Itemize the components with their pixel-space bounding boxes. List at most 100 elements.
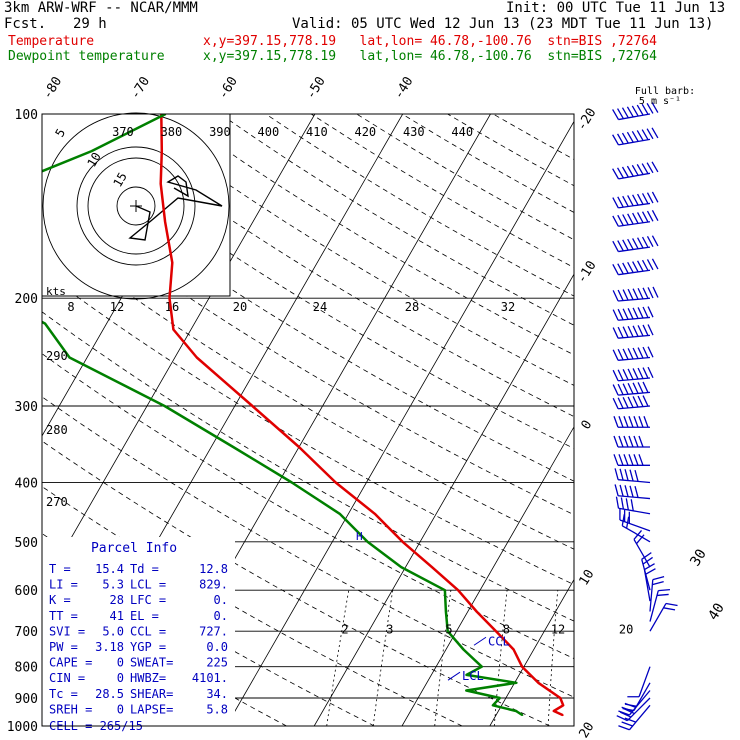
dewpoint-point bbox=[68, 356, 71, 359]
parcel-row-label: LCL = bbox=[130, 578, 166, 592]
level-marker bbox=[473, 636, 487, 646]
temperature-point bbox=[195, 356, 198, 359]
dewpoint-point bbox=[444, 589, 446, 592]
temperature-point bbox=[495, 630, 497, 633]
forecast-label: Fcst. bbox=[4, 16, 47, 32]
wind-barb bbox=[612, 306, 654, 321]
hodograph-ring bbox=[76, 146, 196, 266]
dry-adiabat-line bbox=[42, 116, 574, 449]
parcel-row-value: 0 bbox=[117, 671, 124, 685]
wind-barb bbox=[621, 514, 651, 543]
hodograph-trace bbox=[128, 175, 223, 241]
theta-label: 420 bbox=[354, 125, 376, 139]
isotherm-label: -40 bbox=[391, 74, 416, 102]
dry-adiabat-line bbox=[83, 114, 574, 418]
wind-barb bbox=[612, 366, 654, 382]
temperature-point bbox=[562, 704, 565, 707]
parcel-row-value: 0 bbox=[117, 656, 124, 670]
parcel-row-value: 3.18 bbox=[95, 640, 124, 654]
dewpoint-point bbox=[521, 714, 524, 717]
isotherm-line bbox=[665, 114, 740, 726]
pressure-tick-label: 900 bbox=[15, 692, 38, 707]
dry-adiabat-line bbox=[42, 353, 574, 660]
wind-barb bbox=[612, 102, 659, 121]
theta-label: 390 bbox=[209, 125, 231, 139]
theta-label: 290 bbox=[46, 349, 68, 363]
mixing-ratio-label: 2 bbox=[341, 623, 348, 637]
temperature-point bbox=[298, 446, 300, 448]
parcel-row-label: EL = bbox=[130, 609, 159, 623]
dewpoint-point bbox=[462, 648, 465, 651]
mixing-ratio-label: 8 bbox=[503, 623, 510, 637]
dry-adiabat-line bbox=[356, 114, 574, 241]
dewpoint-point bbox=[444, 610, 447, 613]
theta-label: 280 bbox=[46, 423, 68, 437]
parcel-row-value: 0. bbox=[214, 593, 228, 607]
parcel-row-label: SWEAT= bbox=[130, 656, 173, 670]
speed-tick-label: 28 bbox=[405, 300, 419, 314]
temperature-legend: Temperature bbox=[8, 34, 95, 49]
isotherm-label: 0 bbox=[579, 418, 596, 433]
wind-barb bbox=[613, 435, 650, 448]
mixing-ratio-line bbox=[326, 590, 350, 726]
barb-legend-title: Full barb: bbox=[635, 86, 695, 97]
temperature-point bbox=[251, 405, 254, 407]
dewpoint-point bbox=[338, 512, 341, 515]
wind-barb bbox=[627, 666, 651, 698]
mixing-ratio-line bbox=[547, 590, 559, 726]
wind-barb bbox=[612, 210, 659, 227]
dewpoint-point bbox=[446, 630, 449, 633]
parcel-row-value: 5.8 bbox=[206, 702, 228, 716]
plot-frame bbox=[41, 113, 575, 727]
dewpoint-point bbox=[498, 697, 501, 699]
pressure-tick-label: 300 bbox=[15, 400, 38, 415]
isotherm-line bbox=[578, 114, 740, 726]
pressure-tick-label: 800 bbox=[15, 661, 38, 676]
mixing-ratio-line bbox=[434, 590, 452, 726]
parcel-row-label: HWBZ= bbox=[130, 671, 166, 685]
parcel-row-label: SREH = bbox=[49, 702, 92, 716]
dewpoint-point bbox=[492, 704, 494, 707]
dry-adiabat-line bbox=[42, 230, 574, 550]
temperature-point bbox=[171, 261, 174, 264]
wind-barb bbox=[614, 468, 651, 484]
wind-barb bbox=[633, 530, 651, 568]
parcel-row-label: T = bbox=[49, 562, 71, 576]
mixing-ratio-line bbox=[619, 590, 624, 726]
temperature-point bbox=[457, 589, 460, 592]
wind-barb bbox=[612, 127, 659, 146]
isotherm-label: -70 bbox=[128, 74, 153, 102]
temperature-point bbox=[168, 297, 171, 300]
wind-barb bbox=[649, 588, 670, 622]
temperature-point bbox=[559, 697, 562, 699]
wind-barb bbox=[614, 484, 651, 500]
wind-barb bbox=[616, 697, 651, 722]
parcel-row-value: 0 bbox=[117, 702, 124, 716]
pressure-tick-label: 400 bbox=[15, 476, 38, 491]
wind-barb bbox=[643, 563, 656, 602]
dry-adiabat-line bbox=[401, 114, 574, 213]
dewpoint-point bbox=[163, 405, 166, 407]
temperature-point bbox=[159, 182, 162, 185]
parcel-row-label: SVI = bbox=[49, 624, 85, 638]
parcel-row-value: 28.5 bbox=[95, 687, 124, 701]
parcel-row-label: Td = bbox=[130, 562, 159, 576]
theta-label: 400 bbox=[258, 125, 280, 139]
wind-barb bbox=[612, 191, 659, 209]
dewpoint-legend: Dewpoint temperature bbox=[8, 49, 165, 64]
pressure-tick-label: 200 bbox=[15, 292, 38, 307]
parcel-row-label: K = bbox=[49, 593, 71, 607]
temperature-point bbox=[552, 710, 555, 712]
mixing-ratio-label: 5 bbox=[445, 623, 452, 637]
hodograph-ring-label: 10 bbox=[84, 150, 103, 170]
wind-barb bbox=[618, 690, 651, 716]
parcel-row-value: 727. bbox=[199, 624, 228, 638]
parcel-row-value: 12.8 bbox=[199, 562, 228, 576]
theta-label: 410 bbox=[306, 125, 328, 139]
dry-adiabat-line bbox=[174, 114, 574, 356]
wind-barb bbox=[649, 575, 665, 612]
dewpoint-point bbox=[515, 710, 517, 712]
isotherm-label: -60 bbox=[216, 74, 241, 102]
isotherm-label: -20 bbox=[574, 106, 599, 134]
temperature-point bbox=[561, 714, 564, 717]
